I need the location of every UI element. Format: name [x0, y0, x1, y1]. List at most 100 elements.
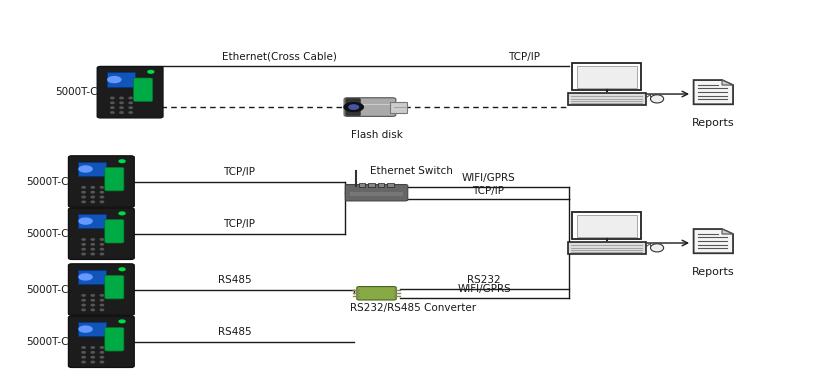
Circle shape — [119, 212, 125, 215]
Circle shape — [82, 299, 85, 301]
Text: 5000T-C: 5000T-C — [26, 229, 69, 239]
Text: WIFI/GPRS: WIFI/GPRS — [457, 284, 511, 294]
Circle shape — [79, 326, 92, 332]
FancyBboxPatch shape — [98, 67, 163, 118]
Circle shape — [100, 347, 103, 348]
Circle shape — [82, 196, 85, 198]
Circle shape — [129, 112, 132, 113]
Circle shape — [100, 196, 103, 198]
Circle shape — [111, 102, 114, 104]
Circle shape — [111, 107, 114, 108]
Text: WIFI/GPRS: WIFI/GPRS — [461, 174, 515, 183]
Circle shape — [82, 347, 85, 348]
FancyBboxPatch shape — [69, 264, 134, 315]
Circle shape — [100, 191, 103, 193]
Text: Ethernet Switch: Ethernet Switch — [370, 166, 452, 176]
Circle shape — [91, 347, 94, 348]
Circle shape — [91, 239, 94, 240]
Text: TCP/IP: TCP/IP — [223, 167, 255, 177]
Circle shape — [91, 243, 94, 245]
FancyBboxPatch shape — [346, 184, 408, 201]
Ellipse shape — [651, 244, 663, 252]
Polygon shape — [694, 80, 733, 104]
Circle shape — [100, 356, 103, 358]
FancyBboxPatch shape — [368, 183, 375, 187]
FancyBboxPatch shape — [69, 316, 134, 367]
Circle shape — [120, 107, 123, 108]
Circle shape — [82, 356, 85, 358]
FancyBboxPatch shape — [346, 99, 361, 116]
Circle shape — [108, 77, 121, 82]
Circle shape — [100, 309, 103, 311]
Circle shape — [129, 107, 132, 108]
FancyBboxPatch shape — [571, 64, 642, 90]
Circle shape — [82, 239, 85, 240]
Circle shape — [100, 253, 103, 255]
Circle shape — [100, 248, 103, 250]
Circle shape — [91, 253, 94, 255]
Circle shape — [100, 361, 103, 363]
FancyBboxPatch shape — [69, 208, 134, 259]
FancyBboxPatch shape — [576, 215, 637, 237]
Text: Reports: Reports — [692, 118, 734, 128]
Circle shape — [82, 248, 85, 250]
Circle shape — [82, 294, 85, 296]
Circle shape — [349, 105, 359, 109]
Circle shape — [100, 201, 103, 203]
FancyBboxPatch shape — [567, 93, 646, 105]
FancyBboxPatch shape — [576, 66, 637, 88]
Circle shape — [82, 187, 85, 188]
Circle shape — [100, 243, 103, 245]
Circle shape — [91, 361, 94, 363]
FancyBboxPatch shape — [351, 192, 403, 196]
Circle shape — [119, 268, 125, 271]
Circle shape — [82, 361, 85, 363]
Circle shape — [91, 187, 94, 188]
FancyBboxPatch shape — [390, 102, 407, 113]
Text: RS485: RS485 — [218, 327, 251, 337]
FancyBboxPatch shape — [105, 275, 124, 299]
Circle shape — [344, 103, 363, 112]
FancyBboxPatch shape — [78, 270, 107, 284]
Circle shape — [100, 304, 103, 306]
Circle shape — [119, 160, 125, 163]
Text: TCP/IP: TCP/IP — [509, 52, 540, 62]
Circle shape — [82, 253, 85, 255]
Text: RS485: RS485 — [218, 275, 251, 285]
Circle shape — [100, 299, 103, 301]
Circle shape — [82, 352, 85, 353]
Circle shape — [82, 201, 85, 203]
Circle shape — [79, 166, 92, 172]
Circle shape — [129, 97, 132, 99]
Text: TCP/IP: TCP/IP — [223, 219, 255, 229]
Text: TCP/IP: TCP/IP — [472, 186, 504, 196]
Circle shape — [91, 356, 94, 358]
FancyBboxPatch shape — [107, 73, 135, 87]
FancyBboxPatch shape — [387, 183, 394, 187]
FancyBboxPatch shape — [105, 220, 124, 243]
FancyBboxPatch shape — [78, 322, 107, 336]
FancyBboxPatch shape — [78, 214, 107, 228]
Text: 5000T-C: 5000T-C — [26, 285, 69, 294]
Circle shape — [100, 239, 103, 240]
FancyBboxPatch shape — [356, 287, 396, 300]
Circle shape — [120, 102, 123, 104]
Circle shape — [91, 201, 94, 203]
Circle shape — [91, 196, 94, 198]
Polygon shape — [722, 229, 733, 234]
Circle shape — [91, 191, 94, 193]
Text: 5000T-C: 5000T-C — [55, 87, 98, 97]
Circle shape — [120, 97, 123, 99]
Circle shape — [82, 304, 85, 306]
Ellipse shape — [651, 95, 663, 103]
Circle shape — [82, 309, 85, 311]
Circle shape — [120, 112, 123, 113]
Circle shape — [91, 299, 94, 301]
FancyBboxPatch shape — [78, 162, 107, 176]
Polygon shape — [722, 80, 733, 85]
FancyBboxPatch shape — [359, 183, 366, 187]
FancyBboxPatch shape — [344, 98, 396, 116]
Circle shape — [129, 102, 132, 104]
Text: Flash disk: Flash disk — [351, 130, 403, 140]
Text: RS232/RS485 Converter: RS232/RS485 Converter — [350, 303, 476, 313]
